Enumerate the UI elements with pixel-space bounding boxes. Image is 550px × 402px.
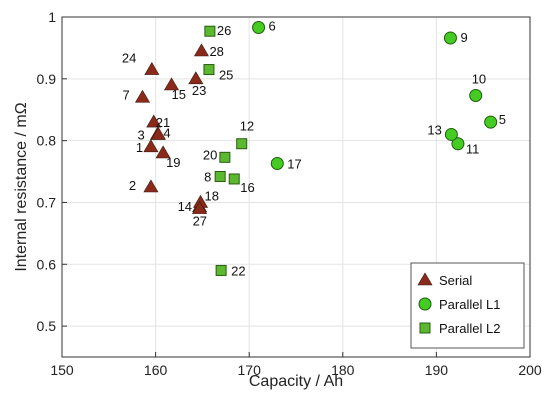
x-axis-title: Capacity / Ah — [249, 373, 343, 390]
data-point-circle — [270, 157, 284, 171]
point-label: 11 — [466, 142, 480, 157]
x-tick-label: 200 — [518, 362, 542, 378]
point-label: 6 — [269, 19, 276, 34]
data-point-circle — [444, 127, 458, 141]
axis-ticks: 150 160 170 180 190 200 0.5 0.6 0.7 0.8 0.9 1 — [37, 9, 542, 378]
legend-entry-label: Parallel L2 — [439, 321, 500, 336]
point-label: 2 — [129, 178, 136, 193]
point-label: 20 — [203, 147, 217, 162]
point-label: 8 — [204, 169, 211, 184]
data-point-triangle — [163, 77, 180, 91]
legend-marker-triangle — [417, 272, 433, 286]
data-point-square — [214, 170, 226, 182]
data-point-circle — [451, 137, 465, 151]
point-label: 24 — [122, 51, 136, 66]
point-label: 7 — [122, 87, 129, 102]
y-tick-label: 0.8 — [37, 133, 57, 149]
point-label: 1 — [136, 140, 143, 155]
data-point-square — [204, 25, 216, 37]
y-tick-label: 0.6 — [37, 256, 57, 272]
point-label: 18 — [205, 188, 219, 203]
data-point-triangle — [150, 126, 166, 140]
data-point-triangle — [192, 201, 208, 214]
point-label: 17 — [287, 157, 301, 172]
point-label: 9 — [460, 30, 467, 45]
y-tick-label: 1 — [48, 9, 56, 25]
data-point-triangle — [134, 89, 151, 103]
y-tick-label: 0.9 — [37, 71, 57, 87]
data-point-circle — [443, 31, 457, 45]
legend: Serial Parallel L1 Parallel L2 — [410, 262, 525, 349]
data-point-square — [236, 138, 248, 150]
data-point-triangle — [146, 114, 162, 128]
data-point-circle — [252, 21, 266, 35]
point-label: 10 — [472, 72, 486, 87]
point-label: 15 — [172, 87, 186, 102]
y-tick-label: 0.7 — [37, 194, 57, 210]
point-label: 14 — [178, 199, 192, 214]
legend-entry-label: Parallel L1 — [439, 297, 500, 312]
point-label: 19 — [166, 155, 180, 170]
plot-area — [61, 16, 531, 358]
point-label: 23 — [192, 83, 206, 98]
data-point-triangle — [188, 71, 204, 85]
legend-entry-label: Serial — [439, 273, 472, 288]
x-tick-label: 150 — [50, 362, 74, 378]
x-tick-label: 170 — [238, 362, 262, 378]
x-tick-label: 190 — [425, 362, 449, 378]
data-point-triangle — [144, 61, 160, 75]
point-label: 28 — [209, 44, 223, 59]
data-point-square — [219, 151, 231, 163]
point-label: 22 — [231, 263, 245, 278]
x-tick-label: 160 — [144, 362, 168, 378]
data-point-square — [228, 173, 240, 185]
data-point-square — [203, 64, 215, 76]
point-label: 3 — [137, 127, 144, 142]
data-point-triangle — [143, 139, 159, 153]
point-label: 21 — [156, 115, 170, 130]
data-point-circle — [484, 115, 498, 129]
data-point-triangle — [143, 179, 159, 193]
point-label: 4 — [163, 125, 170, 140]
data-point-triangle — [155, 145, 171, 159]
data-point-square — [215, 264, 227, 276]
point-label: 12 — [240, 119, 254, 134]
point-label: 25 — [219, 68, 233, 83]
point-label: 26 — [217, 23, 231, 38]
legend-box — [410, 262, 525, 349]
data-point-triangle — [193, 43, 209, 57]
data-points: 123 4714151819212324272856910111317812162… — [122, 19, 506, 279]
legend-marker-circle — [418, 297, 432, 311]
y-axis-title: Internal resistance / mΩ — [13, 102, 30, 271]
point-label: 13 — [427, 122, 441, 137]
x-tick-label: 180 — [331, 362, 355, 378]
legend-marker-square — [419, 322, 431, 334]
point-label: 5 — [499, 112, 506, 127]
point-label: 16 — [240, 180, 254, 195]
data-point-circle — [469, 89, 483, 103]
y-tick-label: 0.5 — [37, 318, 57, 334]
point-label: 27 — [193, 214, 207, 229]
